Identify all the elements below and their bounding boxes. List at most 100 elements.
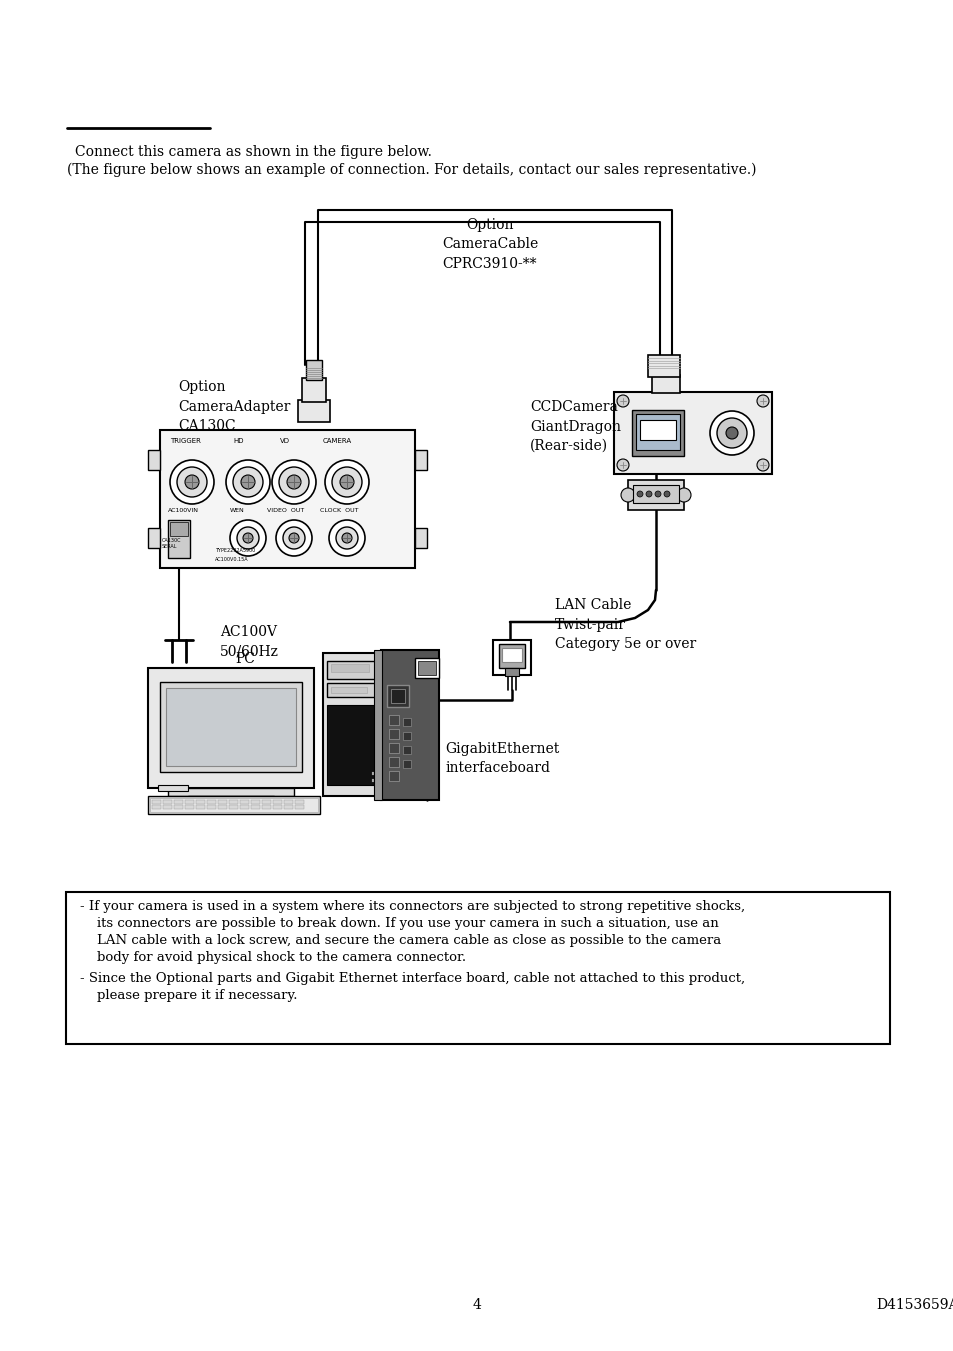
Circle shape <box>663 490 669 497</box>
Bar <box>229 800 237 804</box>
Bar <box>389 771 398 781</box>
Text: CCDCamera
GiantDragon
(Rear-side): CCDCamera GiantDragon (Rear-side) <box>530 400 620 453</box>
Text: GigabitEthernet
interfaceboard: GigabitEthernet interfaceboard <box>444 742 558 775</box>
Bar <box>251 800 260 804</box>
Text: AC100V
50/60Hz: AC100V 50/60Hz <box>220 626 278 658</box>
Bar <box>380 650 438 800</box>
Bar <box>262 800 271 804</box>
Bar <box>251 805 260 809</box>
Text: CAMERA: CAMERA <box>323 438 352 444</box>
Circle shape <box>757 394 768 407</box>
Circle shape <box>677 488 690 503</box>
Bar <box>387 685 409 707</box>
Bar <box>185 800 193 804</box>
Bar <box>402 717 411 725</box>
Bar <box>273 805 282 809</box>
Circle shape <box>332 467 361 497</box>
Bar <box>402 761 411 767</box>
Bar <box>402 732 411 740</box>
Text: PC: PC <box>234 653 254 666</box>
Bar <box>218 805 227 809</box>
Circle shape <box>335 527 357 549</box>
Bar <box>166 688 295 766</box>
Bar <box>66 892 889 1044</box>
Bar <box>148 796 319 815</box>
Bar <box>415 658 438 678</box>
Bar <box>389 730 398 739</box>
Circle shape <box>341 534 352 543</box>
Bar <box>415 528 427 549</box>
Bar <box>207 805 215 809</box>
Circle shape <box>339 476 354 489</box>
Text: CA130C
SERAL: CA130C SERAL <box>162 538 181 550</box>
Circle shape <box>236 527 258 549</box>
Text: HD: HD <box>233 438 243 444</box>
Bar <box>327 661 376 680</box>
Text: Option
CameraAdapter
CA130C: Option CameraAdapter CA130C <box>178 380 290 434</box>
Bar <box>389 715 398 725</box>
Circle shape <box>645 490 651 497</box>
Bar <box>160 682 302 771</box>
Text: TRIGGER: TRIGGER <box>170 438 201 444</box>
Bar <box>331 663 369 671</box>
Bar <box>493 640 531 676</box>
Text: D4153659A: D4153659A <box>875 1298 953 1312</box>
Bar <box>327 684 376 697</box>
Text: VD: VD <box>280 438 290 444</box>
Circle shape <box>278 467 309 497</box>
Bar <box>168 788 294 796</box>
Bar <box>389 743 398 753</box>
Bar <box>163 800 172 804</box>
Text: (The figure below shows an example of connection. For details, contact our sales: (The figure below shows an example of co… <box>67 163 756 177</box>
Circle shape <box>283 527 305 549</box>
Circle shape <box>757 459 768 471</box>
Bar <box>150 798 317 812</box>
Bar <box>297 400 330 422</box>
Circle shape <box>617 459 628 471</box>
Bar <box>636 413 679 450</box>
Bar <box>504 667 518 676</box>
Bar <box>185 805 193 809</box>
Circle shape <box>241 476 254 489</box>
Bar <box>173 805 183 809</box>
Circle shape <box>637 490 642 497</box>
Circle shape <box>226 459 270 504</box>
Text: Option
CameraCable
CPRC3910-**: Option CameraCable CPRC3910-** <box>441 218 537 272</box>
Bar <box>240 805 249 809</box>
Text: WEN: WEN <box>230 508 245 513</box>
Bar <box>148 450 160 470</box>
Bar <box>173 800 183 804</box>
Bar <box>229 805 237 809</box>
Bar <box>195 805 205 809</box>
Bar <box>402 746 411 754</box>
Circle shape <box>230 520 266 557</box>
Bar <box>323 653 380 796</box>
Text: LAN Cable
Twist-pair
Category 5e or over: LAN Cable Twist-pair Category 5e or over <box>555 598 696 651</box>
Bar <box>371 778 376 782</box>
Bar <box>284 800 293 804</box>
Bar <box>240 800 249 804</box>
Bar <box>158 785 188 790</box>
Text: - Since the Optional parts and Gigabit Ethernet interface board, cable not attac: - Since the Optional parts and Gigabit E… <box>80 971 744 985</box>
Bar <box>152 800 161 804</box>
Circle shape <box>185 476 199 489</box>
Text: its connectors are possible to break down. If you use your camera in such a situ: its connectors are possible to break dow… <box>80 917 718 929</box>
Bar <box>294 805 304 809</box>
Bar <box>389 757 398 767</box>
Bar <box>163 805 172 809</box>
Circle shape <box>617 394 628 407</box>
Bar <box>152 805 161 809</box>
Bar <box>327 705 376 785</box>
Text: VIDEO  OUT: VIDEO OUT <box>267 508 304 513</box>
Circle shape <box>272 459 315 504</box>
Bar <box>374 650 381 800</box>
Text: 4: 4 <box>472 1298 481 1312</box>
Text: CLOCK  OUT: CLOCK OUT <box>319 508 358 513</box>
Bar <box>302 378 326 403</box>
Bar <box>501 648 521 662</box>
Bar <box>371 771 376 775</box>
Circle shape <box>725 427 738 439</box>
Bar <box>168 520 190 558</box>
Bar <box>148 528 160 549</box>
Circle shape <box>717 417 746 449</box>
